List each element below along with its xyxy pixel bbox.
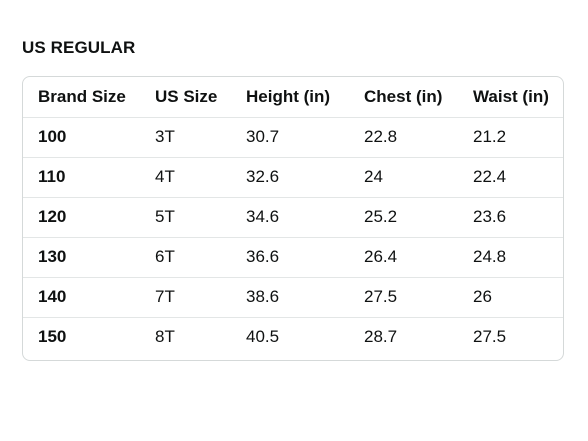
cell-height: 32.6 — [231, 157, 349, 198]
header-chest: Chest (in) — [349, 77, 458, 118]
cell-waist: 26 — [458, 277, 563, 318]
cell-brand-size: 150 — [38, 327, 67, 347]
cell-chest: 28.7 — [364, 327, 398, 347]
table-row: 110 4T 32.6 24 22.4 — [23, 157, 563, 198]
header-height: Height (in) — [231, 77, 349, 118]
table-row: 130 6T 36.6 26.4 24.8 — [23, 237, 563, 278]
cell-brand-size: 120 — [23, 197, 140, 238]
header-brand-size: Brand Size — [23, 77, 140, 118]
cell-height: 36.6 — [231, 237, 349, 278]
cell-us-size: 7T — [140, 277, 231, 318]
cell-height: 40.5 — [246, 327, 280, 347]
cell-height: 34.6 — [231, 197, 349, 238]
cell-waist: 22.4 — [458, 157, 563, 198]
cell-chest: 26.4 — [349, 237, 458, 278]
header-us-size: US Size — [140, 77, 231, 118]
section-title: US REGULAR — [22, 38, 136, 57]
cell-waist: 24.8 — [458, 237, 563, 278]
table-row: 140 7T 38.6 27.5 26 — [23, 277, 563, 318]
size-chart-table-container: Brand Size US Size Height (in) Chest (in… — [22, 76, 564, 361]
table-row: 100 3T 30.7 22.8 21.2 — [23, 117, 563, 158]
cell-brand-size: 130 — [23, 237, 140, 278]
cell-waist: 23.6 — [458, 197, 563, 238]
header-waist: Waist (in) — [458, 77, 563, 118]
table-row: 150 8T 40.5 28.7 27.5 — [23, 317, 563, 357]
cell-us-size: 3T — [140, 117, 231, 158]
table-row: 120 5T 34.6 25.2 23.6 — [23, 197, 563, 238]
size-chart-table: Brand Size US Size Height (in) Chest (in… — [23, 77, 563, 357]
cell-us-size: 6T — [140, 237, 231, 278]
cell-chest: 27.5 — [349, 277, 458, 318]
cell-height: 30.7 — [231, 117, 349, 158]
cell-height: 38.6 — [231, 277, 349, 318]
table-header-row: Brand Size US Size Height (in) Chest (in… — [23, 77, 563, 118]
cell-brand-size: 110 — [23, 157, 140, 198]
cell-us-size: 8T — [155, 327, 175, 347]
cell-us-size: 5T — [140, 197, 231, 238]
cell-us-size: 4T — [140, 157, 231, 198]
cell-waist: 21.2 — [458, 117, 563, 158]
cell-chest: 24 — [349, 157, 458, 198]
cell-chest: 25.2 — [349, 197, 458, 238]
cell-brand-size: 140 — [23, 277, 140, 318]
cell-waist: 27.5 — [473, 327, 507, 347]
cell-chest: 22.8 — [349, 117, 458, 158]
cell-brand-size: 100 — [23, 117, 140, 158]
